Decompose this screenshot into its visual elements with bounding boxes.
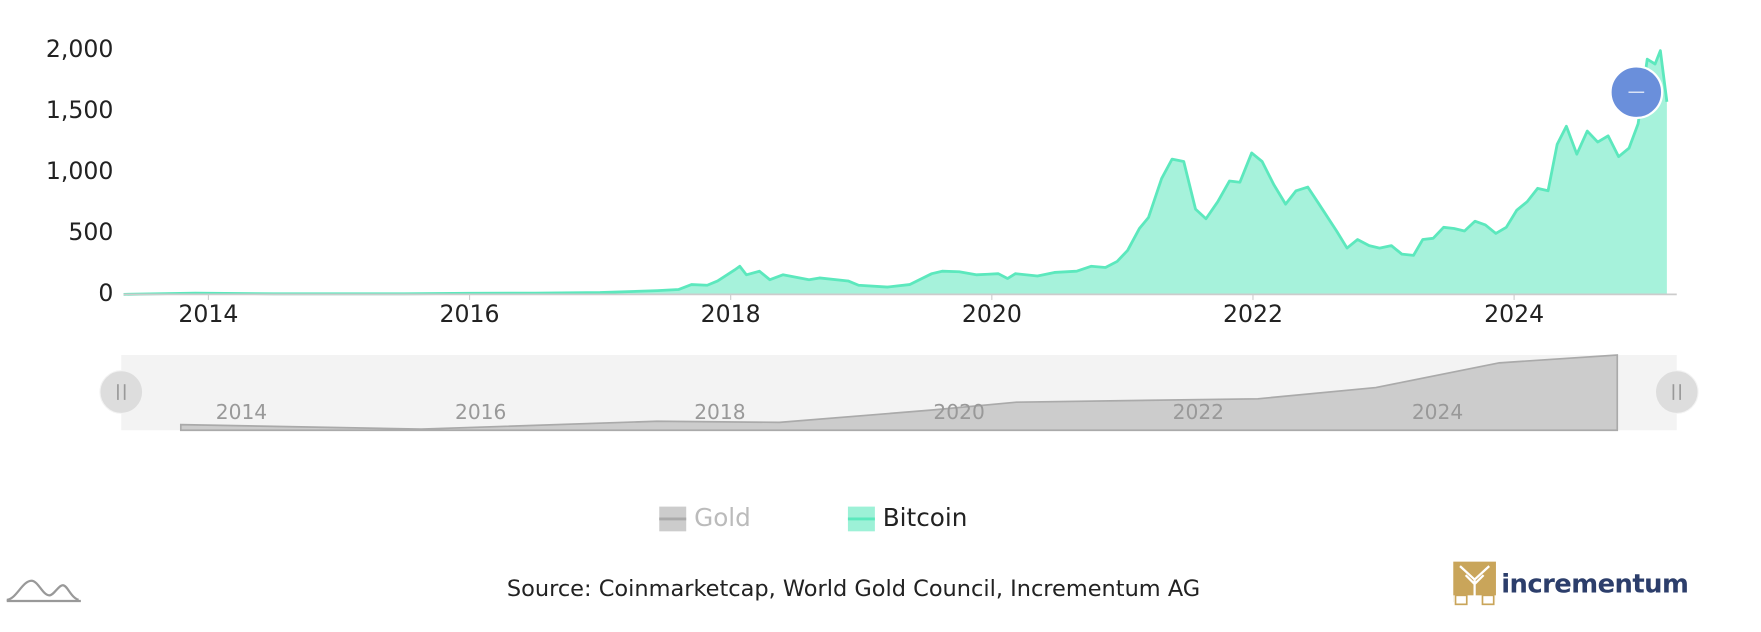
area-line (123, 49, 1669, 296)
x-tick-label: 2020 (962, 300, 1022, 328)
slider-handle-left[interactable] (99, 370, 144, 414)
x-tick-label: 2024 (1484, 300, 1544, 328)
slider-tick-label: 2018 (694, 400, 745, 424)
y-tick-label: 0 (98, 279, 113, 307)
legend-label: Bitcoin (883, 503, 968, 532)
y-tick-label: 1,000 (46, 157, 114, 185)
x-tick-label: 2022 (1223, 300, 1283, 328)
slider-tick-label: 2020 (933, 400, 984, 424)
source: Source: Coinmarketcap, World Gold Counci… (507, 576, 1200, 602)
y-tick-label: 2,000 (46, 35, 114, 63)
slider-preview (179, 354, 1619, 432)
x-tick-label: 2014 (178, 300, 238, 328)
y-tick-label: 1,500 (46, 96, 114, 124)
zoom-button[interactable] (1609, 65, 1664, 120)
slider-tick-label: 2022 (1173, 400, 1224, 424)
y-tick-label: 500 (68, 218, 113, 246)
slider-tick-label: 2024 (1412, 400, 1463, 424)
logo-text: incrementum (1501, 570, 1688, 600)
x-tick-label: 2018 (701, 300, 761, 328)
left-icon (6, 579, 81, 603)
legend-label: Gold (694, 503, 751, 532)
slider-tick-label: 2014 (216, 400, 267, 424)
area-fill (123, 50, 1667, 295)
legend-item[interactable]: Gold (659, 503, 751, 532)
x-tick-label: 2016 (440, 300, 500, 328)
logo-icon (1453, 561, 1496, 606)
legend-item[interactable]: Bitcoin (847, 503, 968, 532)
slider-tick-label: 2016 (455, 400, 506, 424)
slider-handle-right[interactable] (1654, 370, 1699, 414)
